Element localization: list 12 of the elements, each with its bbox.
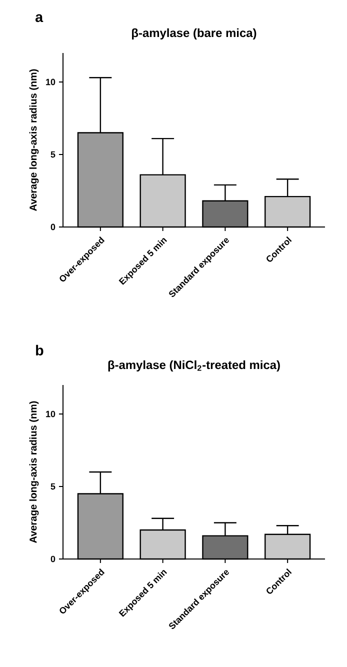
y-tick-label: 5 [50, 483, 56, 490]
y-tick-label: 10 [46, 78, 56, 86]
y-tick-label: 5 [50, 151, 56, 158]
y-tick-label: 10 [46, 410, 56, 418]
text: a [36, 14, 44, 22]
chart-title: β-amylase (NiCl$_{2}$-treated mica) [108, 360, 280, 372]
chart-title: β-amylase (bare mica) [132, 28, 256, 40]
text: b [36, 344, 44, 356]
y-tick-label: 0 [50, 556, 56, 562]
y-tick-label: 0 [50, 224, 56, 230]
y-axis-title: Average long-axis radius (nm) [29, 401, 39, 543]
y-axis-title: Average long-axis radius (nm) [29, 69, 39, 211]
